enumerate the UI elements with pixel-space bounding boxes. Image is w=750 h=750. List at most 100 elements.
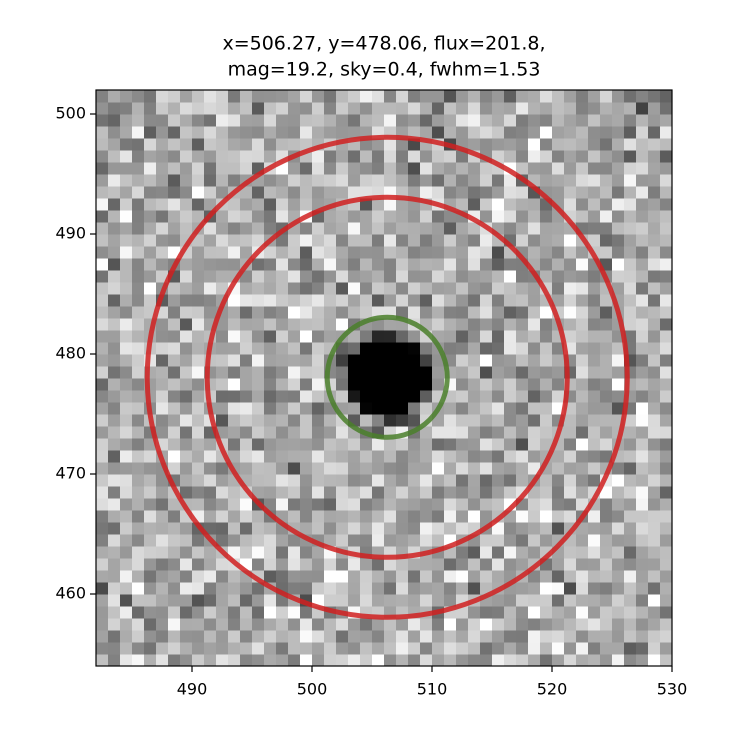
pixel [108, 186, 121, 199]
pixel [408, 402, 421, 415]
pixel [360, 186, 373, 199]
pixel [132, 114, 145, 127]
pixel [192, 474, 205, 487]
pixel [312, 114, 325, 127]
pixel [384, 138, 397, 151]
pixel [492, 90, 505, 103]
pixel [360, 414, 373, 427]
pixel [300, 486, 313, 499]
pixel [276, 198, 289, 211]
pixel [276, 174, 289, 187]
pixel [96, 258, 109, 271]
pixel [480, 642, 493, 655]
pixel [540, 378, 553, 391]
pixel [168, 342, 181, 355]
pixel [240, 390, 253, 403]
pixel [144, 534, 157, 547]
pixel [624, 630, 637, 643]
pixel [288, 114, 301, 127]
pixel [432, 642, 445, 655]
pixel [456, 426, 469, 439]
pixel [192, 438, 205, 451]
pixel [588, 594, 601, 607]
pixel [168, 534, 181, 547]
pixel [600, 162, 613, 175]
pixel [312, 330, 325, 343]
pixel [360, 246, 373, 259]
pixel [312, 462, 325, 475]
pixel [336, 246, 349, 259]
pixel [108, 642, 121, 655]
pixel [348, 438, 361, 451]
pixel [312, 498, 325, 511]
pixel [360, 378, 373, 391]
pixel [312, 234, 325, 247]
pixel [300, 642, 313, 655]
pixel [108, 234, 121, 247]
pixel [408, 294, 421, 307]
pixel [288, 354, 301, 367]
pixel [240, 642, 253, 655]
pixel [456, 282, 469, 295]
pixel [324, 126, 337, 139]
pixel [624, 222, 637, 235]
pixel [504, 450, 517, 463]
pixel [612, 90, 625, 103]
pixel [204, 654, 217, 667]
pixel [336, 630, 349, 643]
pixel [480, 450, 493, 463]
pixel [336, 390, 349, 403]
pixel [264, 114, 277, 127]
pixel [444, 294, 457, 307]
pixel [444, 306, 457, 319]
pixel [96, 378, 109, 391]
pixel [252, 522, 265, 535]
pixel [168, 234, 181, 247]
pixel [108, 282, 121, 295]
pixel [564, 114, 577, 127]
pixel [156, 630, 169, 643]
pixel [300, 426, 313, 439]
pixel [264, 318, 277, 331]
pixel [576, 126, 589, 139]
pixel [216, 414, 229, 427]
pixel [204, 510, 217, 523]
pixel [180, 294, 193, 307]
pixel [444, 282, 457, 295]
pixel [480, 138, 493, 151]
pixel [180, 594, 193, 607]
pixel [360, 402, 373, 415]
pixel [540, 102, 553, 115]
pixel [192, 354, 205, 367]
pixel [540, 534, 553, 547]
pixel [504, 126, 517, 139]
pixel [336, 570, 349, 583]
pixel [624, 234, 637, 247]
pixel [468, 366, 481, 379]
pixel [108, 630, 121, 643]
pixel [420, 186, 433, 199]
pixel [120, 450, 133, 463]
pixel [300, 330, 313, 343]
pixel [132, 618, 145, 631]
pixel [228, 150, 241, 163]
pixel [348, 378, 361, 391]
pixel [384, 198, 397, 211]
pixel [168, 294, 181, 307]
pixel [420, 234, 433, 247]
pixel [420, 366, 433, 379]
pixel [288, 126, 301, 139]
pixel [348, 594, 361, 607]
pixel [252, 354, 265, 367]
pixel [516, 450, 529, 463]
pixel [660, 642, 673, 655]
pixel [180, 570, 193, 583]
pixel [156, 174, 169, 187]
pixel [480, 570, 493, 583]
pixel [288, 294, 301, 307]
pixel [156, 594, 169, 607]
pixel [648, 390, 661, 403]
pixel [336, 486, 349, 499]
pixel [312, 270, 325, 283]
